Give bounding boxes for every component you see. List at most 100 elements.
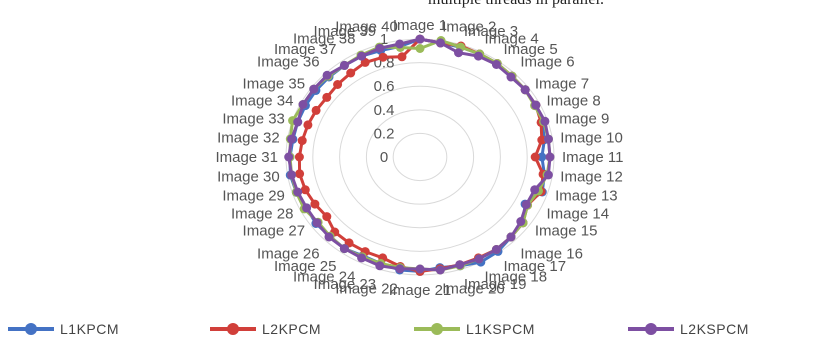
series-point-l2kpcm (311, 105, 321, 115)
series-point-l2kspcm (324, 232, 334, 242)
category-label: Image 29 (222, 188, 285, 205)
category-label: Image 28 (231, 206, 294, 223)
legend-item-l1kpcm: L1KPCM (8, 318, 119, 340)
legend-label-l1kpcm: L1KPCM (60, 321, 120, 337)
series-point-l2kspcm (521, 200, 531, 210)
category-label: Image 32 (217, 130, 280, 147)
radial-tick-label: 0.6 (374, 78, 395, 95)
radial-tick-label: 0.2 (374, 125, 395, 142)
series-point-l2kspcm (375, 43, 385, 53)
series-point-l2kspcm (415, 264, 425, 274)
header-text-fragment: multiple threads in parallel. (428, 0, 604, 9)
category-label: Image 18 (485, 268, 548, 285)
series-point-l2kpcm (310, 199, 320, 209)
grid-ring (312, 62, 528, 252)
legend-item-l1kspcm: L1KSPCM (414, 318, 535, 340)
category-label: Image 2 (442, 19, 496, 36)
series-point-l2kspcm (312, 218, 322, 228)
category-label: Image 22 (335, 280, 398, 297)
category-label: Image 17 (504, 258, 567, 275)
category-label: Image 39 (314, 23, 377, 40)
series-point-l2kspcm (339, 244, 349, 254)
grid-ring (339, 85, 501, 229)
category-label: Image 21 (389, 282, 452, 299)
category-label: Image 11 (562, 149, 623, 166)
series-point-l2kpcm (294, 152, 304, 162)
series-point-l2kspcm (435, 265, 445, 275)
series-point-l2kspcm (293, 187, 303, 197)
series-point-l2kpcm (397, 52, 407, 62)
series-point-l2kspcm (302, 203, 312, 213)
series-point-l2kspcm (284, 152, 294, 162)
grid-ring (392, 132, 448, 182)
category-label: Image 31 (215, 149, 278, 166)
series-point-l2kpcm (346, 68, 356, 78)
series-point-l2kspcm (395, 39, 405, 49)
legend-swatch-l1kspcm (414, 323, 460, 335)
category-label: Image 3 (464, 23, 518, 40)
legend-label-l1kspcm: L1KSPCM (466, 321, 535, 337)
category-label: Image 4 (485, 31, 539, 48)
series-point-l2kspcm (543, 170, 553, 180)
category-label: Image 10 (560, 130, 623, 147)
series-point-l2kpcm (530, 152, 540, 162)
series-point-l2kspcm (395, 264, 405, 274)
category-label: Image 14 (547, 206, 610, 223)
legend-swatch-l1kpcm (8, 323, 54, 335)
category-label: Image 40 (335, 19, 398, 36)
category-label: Image 37 (274, 41, 337, 58)
radial-tick-label: 0.4 (374, 102, 395, 119)
category-label: Image 7 (535, 76, 589, 93)
series-point-l2kspcm (287, 170, 297, 180)
series-point-l2kspcm (491, 245, 501, 254)
series-point-l2kspcm (436, 38, 445, 48)
series-point-l2kspcm (375, 261, 385, 271)
legend-swatch-l2kspcm (628, 323, 674, 335)
series-point-l2kspcm (506, 72, 516, 82)
series-point-l2kpcm (295, 169, 305, 179)
series-point-l2kspcm (516, 217, 526, 226)
series-point-l2kspcm (506, 232, 516, 242)
category-label: Image 20 (442, 280, 505, 297)
category-label: Image 30 (217, 169, 280, 186)
category-label: Image 25 (274, 258, 337, 275)
category-label: Image 1 (393, 17, 447, 34)
series-point-l2kpcm (300, 185, 310, 195)
series-point-l2kpcm (322, 212, 332, 222)
category-label: Image 12 (560, 169, 623, 186)
series-point-l2kpcm (537, 135, 547, 145)
series-point-l2kspcm (357, 253, 367, 263)
category-label: Image 36 (257, 54, 320, 71)
category-label: Image 13 (555, 188, 618, 205)
chart-legend: L1KPCM L2KPCM L1KSPCM L2KSPCM (0, 318, 836, 340)
category-label: Image 35 (243, 76, 306, 93)
series-point-l2kspcm (545, 152, 555, 162)
series-point-l2kpcm (297, 136, 307, 146)
category-label: Image 15 (535, 222, 598, 239)
series-point-l2kspcm (530, 185, 540, 195)
legend-label-l2kspcm: L2KSPCM (680, 321, 749, 337)
category-label: Image 33 (222, 110, 285, 127)
category-label: Image 19 (464, 276, 527, 293)
category-label: Image 24 (293, 268, 356, 285)
series-point-l2kspcm (540, 116, 550, 126)
legend-item-l2kpcm: L2KPCM (210, 318, 321, 340)
legend-label-l2kpcm: L2KPCM (262, 321, 322, 337)
category-label: Image 6 (520, 54, 574, 71)
series-point-l2kspcm (454, 48, 463, 58)
radial-tick-label: 0 (380, 149, 388, 166)
series-point-l2kspcm (287, 134, 297, 144)
legend-item-l2kspcm: L2KSPCM (628, 318, 749, 340)
series-point-l2kspcm (531, 100, 541, 110)
category-label: Image 27 (243, 222, 306, 239)
series-point-l1kpcm (537, 152, 547, 162)
series-point-l2kspcm (473, 51, 483, 61)
series-point-l2kspcm (298, 100, 308, 109)
series-point-l2kspcm (491, 60, 501, 69)
series-point-l2kspcm (357, 51, 367, 61)
series-point-l2kpcm (333, 80, 343, 89)
series-point-l2kpcm (322, 92, 332, 102)
series-point-l2kspcm (309, 84, 319, 94)
category-label: Image 23 (314, 276, 377, 293)
